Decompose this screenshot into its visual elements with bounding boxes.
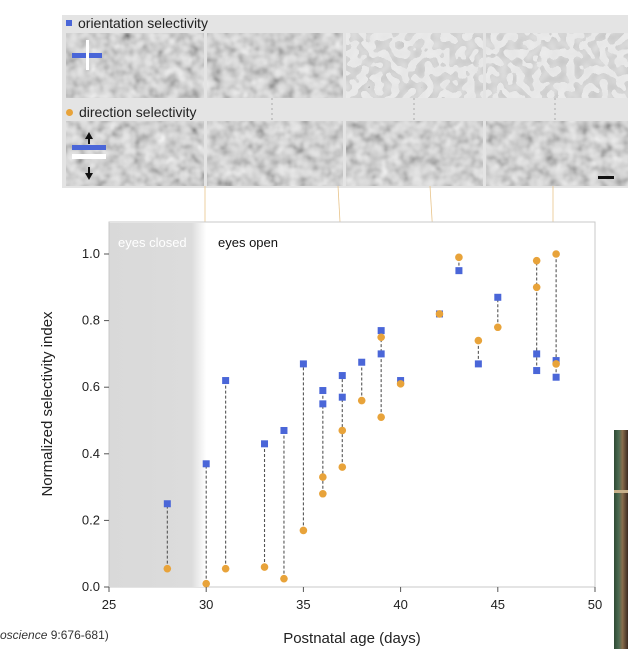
- direction-map-row: [66, 121, 628, 186]
- direction-legend: direction selectivity: [66, 104, 197, 120]
- x-tick-label: 50: [588, 597, 602, 612]
- orientation-selectivity-point: [319, 400, 327, 408]
- orientation-selectivity-point: [377, 327, 385, 335]
- orientation-selectivity-point: [202, 460, 210, 468]
- direction-selectivity-point: [319, 473, 327, 481]
- x-tick-label: 45: [491, 597, 505, 612]
- direction-selectivity-point: [319, 489, 327, 498]
- x-axis-title: Postnatal age (days): [283, 630, 421, 647]
- citation-volume: 9:676-681): [47, 628, 109, 642]
- x-tick-label: 30: [199, 597, 213, 612]
- y-tick-label: 0.2: [82, 512, 100, 527]
- direction-legend-label: direction selectivity: [79, 104, 197, 120]
- orientation-selectivity-point: [494, 293, 502, 301]
- direction-selectivity-point: [494, 323, 502, 332]
- orientation-selectivity-point: [338, 393, 346, 401]
- direction-selectivity-point: [532, 256, 541, 265]
- orientation-selectivity-point: [358, 358, 366, 366]
- eyes-open-label: eyes open: [218, 235, 278, 250]
- orientation-map-row: [66, 33, 628, 98]
- direction-selectivity-point: [552, 250, 560, 258]
- orientation-legend-marker: [66, 20, 72, 26]
- x-tick-label: 35: [296, 597, 310, 612]
- direction-stimulus-icon: [72, 132, 106, 180]
- orientation-legend-label: orientation selectivity: [78, 15, 208, 31]
- scale-bar: [598, 176, 614, 179]
- orientation-stimulus-icon: [72, 40, 102, 70]
- eyes-closed-region: [109, 223, 207, 587]
- orientation-map-3: [346, 33, 483, 98]
- direction-selectivity-point: [532, 283, 541, 292]
- direction-selectivity-point: [396, 380, 405, 388]
- direction-selectivity-point: [163, 564, 172, 573]
- citation: oscience 9:676-681): [0, 628, 109, 642]
- direction-selectivity-point: [338, 463, 347, 471]
- direction-selectivity-point: [474, 336, 483, 345]
- orientation-selectivity-point: [261, 440, 269, 448]
- orientation-selectivity-point: [552, 373, 560, 381]
- citation-journal: oscience: [0, 628, 48, 642]
- direction-selectivity-point: [377, 333, 385, 342]
- orientation-selectivity-point: [533, 367, 541, 375]
- orientation-selectivity-point: [319, 387, 327, 395]
- orientation-selectivity-point: [533, 350, 541, 358]
- orientation-selectivity-point: [338, 372, 346, 380]
- y-tick-label: 0.6: [82, 379, 100, 394]
- y-axis-title: Normalized selectivity index: [39, 311, 56, 497]
- orientation-selectivity-point: [222, 377, 230, 385]
- orientation-selectivity-point: [163, 500, 171, 508]
- y-tick-label: 0.4: [82, 446, 100, 461]
- direction-selectivity-point: [552, 360, 560, 368]
- direction-selectivity-point: [221, 564, 230, 573]
- bookshelf-photo: [614, 430, 628, 649]
- leader-lines: [271, 98, 556, 120]
- direction-legend-marker: [66, 108, 73, 116]
- orientation-selectivity-point: [299, 360, 307, 368]
- direction-map-1: [66, 121, 204, 186]
- eyes-closed-label: eyes closed: [118, 235, 187, 250]
- orientation-selectivity-point: [455, 267, 463, 275]
- direction-selectivity-point: [357, 396, 366, 405]
- direction-selectivity-point: [260, 563, 269, 571]
- orientation-selectivity-point: [377, 350, 385, 358]
- direction-selectivity-point: [280, 574, 288, 583]
- direction-selectivity-point: [377, 413, 385, 421]
- direction-selectivity-point: [435, 310, 444, 318]
- orientation-map-2: [207, 33, 343, 98]
- direction-selectivity-point: [299, 526, 308, 535]
- direction-map-3: [346, 121, 483, 186]
- direction-selectivity-point: [338, 426, 347, 435]
- x-tick-label: 40: [393, 597, 407, 612]
- orientation-map-4: [486, 33, 628, 98]
- orientation-legend: orientation selectivity: [66, 15, 208, 31]
- direction-map-2: [207, 121, 343, 186]
- direction-selectivity-point: [202, 579, 210, 588]
- y-tick-label: 0.8: [82, 313, 100, 328]
- direction-map-4: [486, 121, 628, 186]
- y-tick-label: 1.0: [82, 246, 100, 261]
- direction-selectivity-point: [455, 253, 463, 262]
- y-tick-label: 0.0: [82, 579, 100, 594]
- orientation-selectivity-point: [280, 426, 288, 434]
- orientation-selectivity-point: [474, 360, 482, 368]
- x-tick-label: 25: [102, 597, 116, 612]
